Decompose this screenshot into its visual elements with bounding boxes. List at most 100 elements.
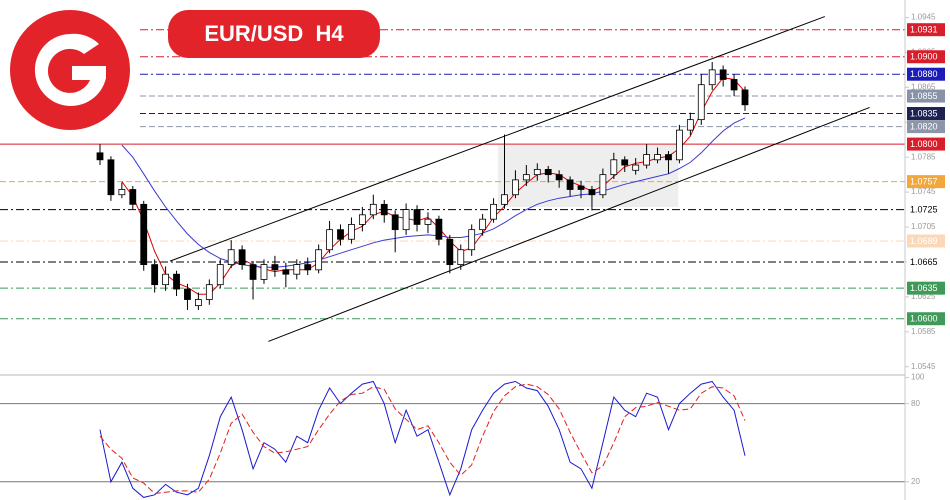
candle-body (293, 264, 301, 275)
logo-circle (10, 10, 130, 130)
level-label: 1.0689 (910, 236, 938, 246)
candle-body (205, 284, 213, 300)
candle-body (730, 79, 738, 91)
candle-body (599, 174, 607, 196)
oscillator-line (99, 380, 746, 498)
candle-body (271, 264, 279, 271)
candle-body (358, 214, 366, 225)
ma-layer (121, 77, 746, 295)
candle-body (260, 264, 268, 280)
level-label-box (907, 281, 945, 295)
candle-body (315, 249, 323, 271)
candle-body (457, 249, 465, 265)
candle-body (391, 214, 399, 231)
moving-average (121, 77, 746, 295)
candle-body (697, 84, 705, 121)
candle-body (686, 119, 694, 131)
level-label: 1.0800 (910, 139, 938, 149)
candle-body (708, 69, 716, 86)
level-label-box (907, 255, 945, 269)
level-label: 1.0880 (910, 69, 938, 79)
oscillator-layer (0, 380, 905, 498)
y-tick-label: 1.0945 (911, 13, 936, 22)
level-label: 1.0835 (910, 108, 938, 118)
candle-body (522, 174, 530, 181)
candle-body (140, 203, 148, 265)
candle-body (107, 159, 115, 196)
candle-body (632, 164, 640, 171)
level-label-box (907, 50, 945, 64)
level-label-box (907, 67, 945, 81)
level-label-box (907, 137, 945, 151)
level-label-box (907, 203, 945, 217)
candle-body (588, 189, 596, 196)
candle-body (566, 179, 574, 190)
candle-body (435, 218, 443, 240)
level-label-box (907, 234, 945, 248)
candle-body (413, 209, 421, 225)
level-label-box (907, 107, 945, 121)
level-label: 1.0600 (910, 314, 938, 324)
y-tick-label: 1.0625 (911, 292, 936, 301)
title-badge: EUR/USD H4 (168, 10, 380, 58)
candle-body (249, 264, 257, 280)
y-tick-label: 1.0865 (911, 82, 936, 91)
level-label: 1.0665 (910, 257, 938, 267)
logo-mark (34, 33, 106, 106)
channel-line (268, 106, 870, 342)
candle-body (468, 229, 476, 251)
y-tick-label: 1.0745 (911, 187, 936, 196)
candle-body (654, 154, 661, 161)
candle-body (173, 273, 180, 290)
candle-body (479, 218, 487, 231)
level-label-box (907, 312, 945, 326)
candle-body (446, 238, 454, 265)
trend-layer (169, 16, 870, 342)
candle-body (348, 224, 355, 240)
chart-title: EUR/USD H4 (204, 21, 344, 46)
level-label: 1.0855 (910, 91, 938, 101)
axis-layer: 1.05451.05851.06251.06651.07051.07451.07… (905, 13, 945, 486)
candle-body (665, 154, 672, 161)
level-label: 1.0757 (910, 177, 938, 187)
candle-body (490, 203, 497, 220)
candle-body (96, 152, 104, 161)
candle-body (544, 169, 552, 176)
y-tick-label: 1.0585 (911, 327, 936, 336)
logo (10, 10, 130, 130)
candle-body (424, 218, 432, 225)
candle-body (238, 249, 246, 265)
level-label-box (907, 23, 945, 37)
candle-body (676, 129, 683, 161)
y-tick-label: 1.0545 (911, 362, 936, 371)
level-layer (0, 29, 905, 320)
level-label: 1.0900 (910, 52, 938, 62)
level-label: 1.0931 (910, 25, 938, 35)
oscillator-tick-label: 20 (911, 477, 920, 486)
candle-body (337, 229, 344, 240)
title-box (168, 10, 380, 58)
candle-body (151, 264, 159, 286)
level-label: 1.0725 (910, 204, 938, 214)
candle-body (501, 194, 508, 205)
candle-body (129, 189, 137, 205)
candle-body (194, 299, 202, 307)
oscillator-tick-label: 80 (911, 399, 920, 408)
candle-body (610, 159, 618, 176)
candle-body (118, 189, 126, 196)
candle-body (282, 269, 290, 275)
channel-line (169, 16, 825, 262)
candle-body (380, 203, 388, 216)
level-label-box (907, 175, 945, 189)
level-label: 1.0635 (910, 283, 938, 293)
oscillator-line (99, 383, 746, 495)
candle-body (162, 273, 169, 286)
y-tick-label: 1.0785 (911, 152, 936, 161)
candle-body (326, 229, 333, 251)
candle-body (577, 185, 585, 190)
candle-body (533, 169, 541, 176)
candle-body (621, 159, 629, 166)
moving-average (121, 117, 746, 268)
candle-layer (96, 62, 749, 310)
y-tick-label: 1.0705 (911, 222, 936, 231)
